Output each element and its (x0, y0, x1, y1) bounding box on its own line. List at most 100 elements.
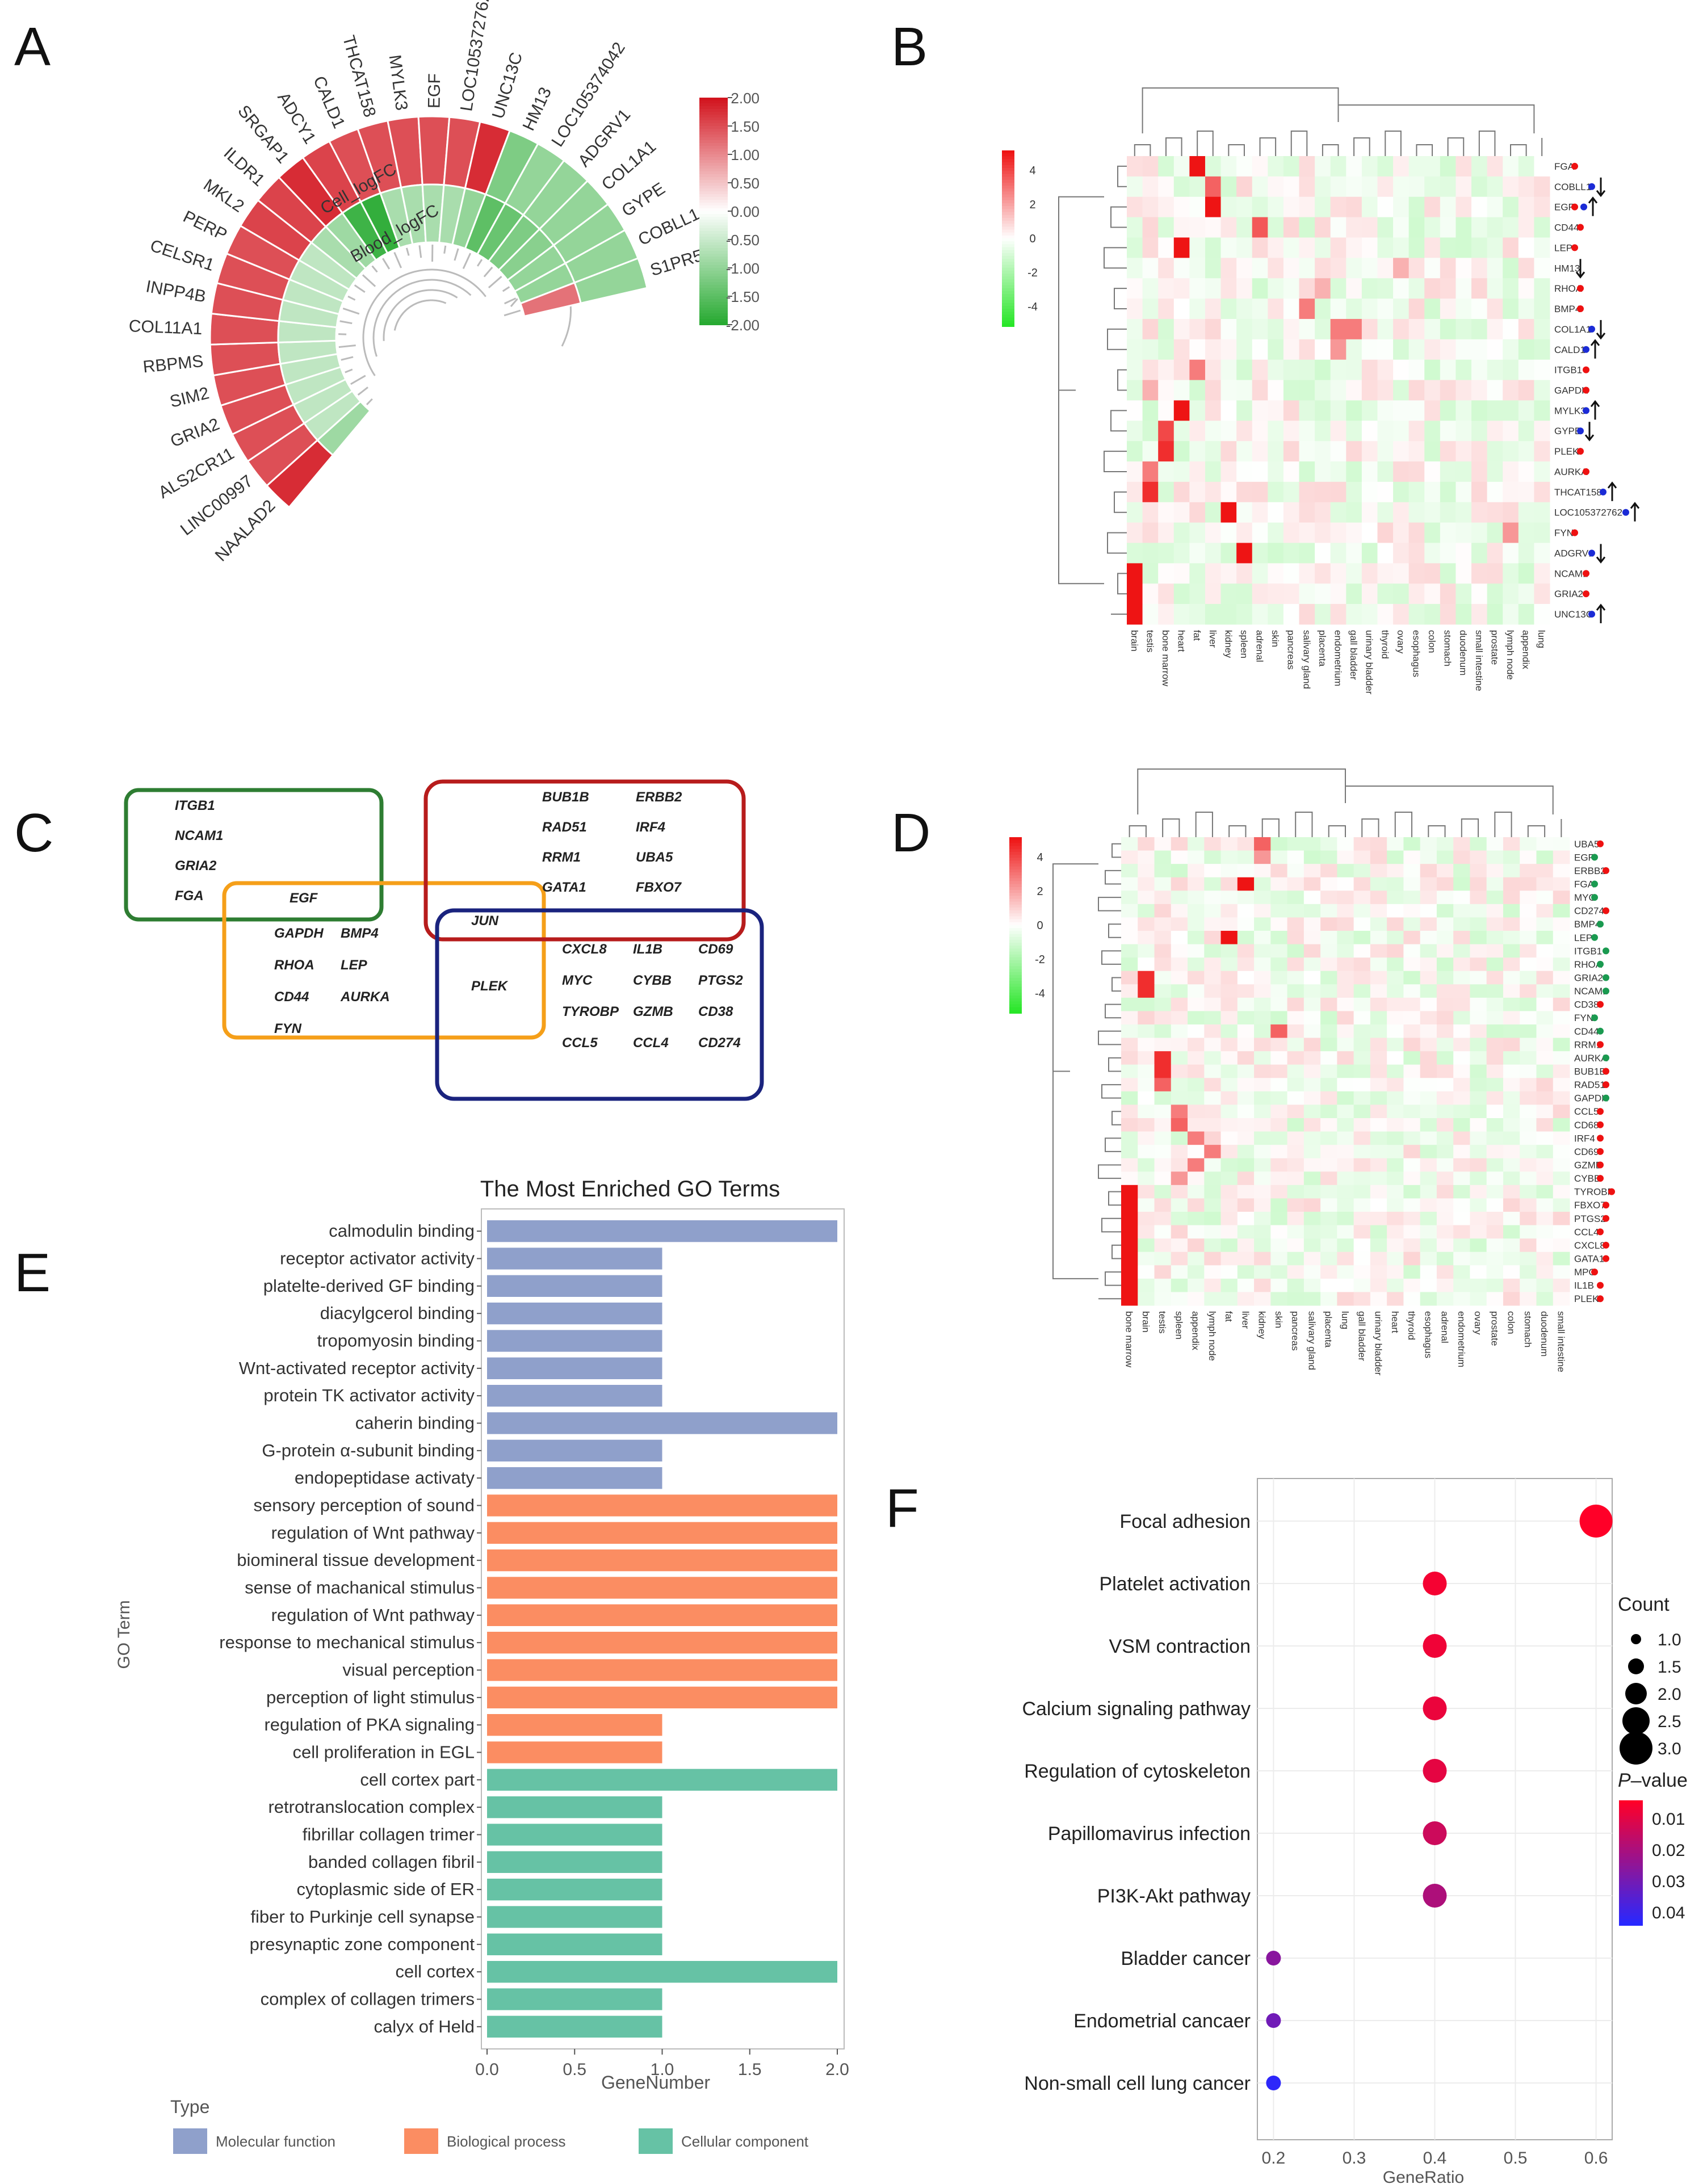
heatmap-cell (1220, 1104, 1238, 1119)
heatmap-cell (1127, 217, 1143, 238)
heatmap-cell (1121, 957, 1138, 972)
venn-gene: CD69 (698, 942, 733, 957)
red-dot-icon (1577, 224, 1584, 231)
heatmap-cell (1127, 278, 1143, 299)
heatmap-cell (1171, 850, 1188, 864)
green-dot-icon (1597, 960, 1604, 968)
heatmap-cell (1299, 156, 1315, 177)
heatmap-cell (1252, 339, 1268, 360)
heatmap-cell (1283, 563, 1300, 584)
colorbar-a-segment (699, 183, 728, 186)
heatmap-cell (1268, 543, 1284, 564)
heatmap-cell (1252, 359, 1268, 381)
colorbar-segment (1009, 922, 1022, 926)
heatmap-cell (1252, 196, 1268, 218)
heatmap-cell (1287, 931, 1304, 945)
heatmap-cell (1520, 1225, 1537, 1239)
heatmap-cell (1127, 421, 1143, 442)
heatmap-cell (1252, 421, 1268, 442)
heatmap-cell (1436, 877, 1454, 891)
pvalue-colorbar-segment (1619, 1866, 1643, 1870)
heatmap-cell (1303, 1185, 1321, 1199)
heatmap-cell (1403, 1131, 1421, 1145)
heatmap-cell (1138, 1265, 1155, 1279)
heatmap-cell (1204, 904, 1222, 918)
heatmap-cell (1188, 1292, 1205, 1306)
heatmap-cell (1303, 1038, 1321, 1052)
pvalue-legend-title-p: P (1618, 1770, 1631, 1791)
heatmap-cell (1205, 502, 1222, 523)
colorbar-a-segment (699, 222, 728, 226)
heatmap-cell (1436, 1251, 1454, 1266)
heatmap-cell (1204, 1011, 1222, 1025)
heatmap-cell (1138, 1171, 1155, 1186)
heatmap-cell (1393, 176, 1410, 198)
heatmap-cell (1487, 299, 1503, 320)
up-arrow-head (1630, 502, 1640, 509)
column-dendrogram-branch (1295, 812, 1313, 837)
heatmap-cell (1299, 237, 1315, 258)
colorbar-a-segment (699, 299, 728, 303)
heatmap-cell (1121, 1185, 1138, 1199)
heatmap-cell (1268, 583, 1284, 604)
red-dot-icon (1577, 448, 1584, 455)
heatmap-cell (1453, 1024, 1470, 1039)
go-term-label: Wnt-activated receptor activity (239, 1358, 475, 1378)
colorbar-segment (1002, 212, 1014, 216)
heatmap-cell (1287, 1198, 1304, 1212)
heatmap-cell (1486, 1225, 1504, 1239)
colorbar-segment (1009, 860, 1022, 864)
green-dot-icon (1591, 880, 1598, 888)
heatmap-cell (1270, 957, 1288, 972)
heatmap-cell (1553, 864, 1570, 878)
heatmap-cell (1486, 1238, 1504, 1253)
row-label: CD44 (1554, 222, 1579, 233)
colorbar-segment (1009, 1004, 1022, 1008)
heatmap-cell (1453, 1064, 1470, 1078)
heatmap-cell (1353, 1292, 1371, 1306)
pvalue-colorbar-segment (1619, 1872, 1643, 1876)
heatmap-cell (1534, 156, 1550, 177)
column-label: gall bladder (1348, 630, 1359, 680)
heatmap-cell (1534, 543, 1550, 564)
heatmap-cell (1337, 944, 1354, 958)
heatmap-cell (1470, 1078, 1487, 1092)
go-bar (487, 1988, 662, 2010)
heatmap-cell (1315, 543, 1331, 564)
heatmap-cell (1254, 931, 1271, 945)
gene-label: COL11A1 (128, 317, 203, 338)
heatmap-cell (1503, 1145, 1520, 1159)
heatmap-cell (1315, 441, 1331, 462)
colorbar-segment (1009, 843, 1022, 847)
heatmap-cell (1252, 461, 1268, 482)
heatmap-cell (1503, 502, 1519, 523)
heatmap-cell (1370, 1091, 1387, 1105)
heatmap-cell (1154, 957, 1172, 972)
heatmap-cell (1424, 339, 1441, 360)
dendrogram-branch (504, 309, 521, 317)
heatmap-cell (1142, 522, 1159, 544)
heatmap-cell (1188, 957, 1205, 972)
colorbar-segment (1002, 320, 1014, 324)
column-label: heart (1390, 1311, 1400, 1333)
heatmap-cell (1320, 1198, 1337, 1212)
heatmap-cell (1408, 258, 1425, 279)
heatmap-cell (1270, 1238, 1288, 1253)
heatmap-cell (1303, 1251, 1321, 1266)
heatmap-cell (1408, 299, 1425, 320)
heatmap-cell (1303, 984, 1321, 998)
heatmap-cell (1520, 997, 1537, 1011)
dendrogram-branch (454, 248, 459, 261)
heatmap-cell (1237, 1104, 1255, 1119)
heatmap-cell (1470, 1011, 1487, 1025)
heatmap-cell (1503, 1225, 1520, 1239)
heatmap-cell (1518, 318, 1534, 340)
colorbar-segment (1002, 244, 1014, 248)
heatmap-cell (1553, 1251, 1570, 1266)
heatmap-cell (1487, 604, 1503, 625)
colorbar-a-segment (699, 313, 728, 317)
venn-gene: GRIA2 (175, 858, 217, 873)
colorbar-tick: -4 (1035, 988, 1045, 1000)
heatmap-cell (1520, 984, 1537, 998)
